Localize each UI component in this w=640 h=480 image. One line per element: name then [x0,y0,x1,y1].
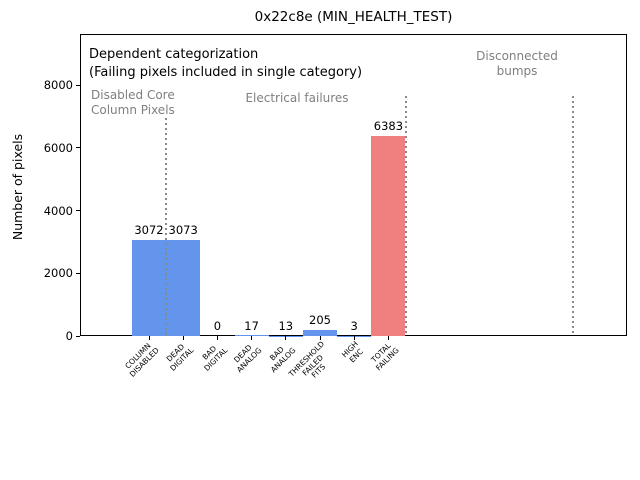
x-tick-mark [285,336,287,340]
x-tick-label: DEAD DIGITAL [164,342,195,373]
bar-value-label: 0 [213,319,222,333]
bar-value-label: 17 [244,318,259,333]
bar-value-label: 3073 [168,222,198,237]
x-tick-label: BAD DIGITAL [200,343,230,373]
y-tick-label: 2000 [43,266,73,281]
region-label-disabled-core: Disabled Core Column Pixels [91,88,175,117]
dependent-categorization-note: Dependent categorization (Failing pixels… [89,47,363,80]
bar [302,329,338,336]
region-label-electrical-failures: Electrical failures [245,91,349,105]
y-tick-label: 4000 [43,203,73,218]
x-tick-mark [182,336,184,340]
y-tick-mark [76,84,80,86]
region-separator-line [572,96,575,336]
y-tick-mark [76,147,80,149]
y-tick-mark [76,272,80,274]
x-tick-label: TOTAL FAILING [369,341,401,373]
y-axis-label: Number of pixels [10,133,25,241]
bar-value-label: 6383 [373,118,404,133]
y-tick-label: 0 [65,329,73,343]
x-tick-mark [251,336,253,340]
y-tick-label: 6000 [43,140,73,155]
plot-frame [80,34,627,336]
bar [166,239,201,336]
bar-value-label: 13 [278,318,294,333]
bar-value-label: 3072 [134,222,164,237]
bar-value-label: 3 [350,318,358,333]
y-tick-label: 8000 [43,78,73,92]
region-separator-line [404,96,407,336]
x-tick-label: DEAD ANALOG [232,342,264,374]
bar-value-label: 205 [309,312,331,327]
x-tick-label: COLUMN DISABLED [123,341,161,379]
x-tick-mark [148,336,150,340]
region-label-disconnected-bumps: Disconnected bumps [476,49,558,78]
x-tick-mark [353,336,355,340]
y-tick-mark [76,210,80,211]
region-separator-line [165,118,168,336]
y-tick-mark [76,335,80,337]
x-tick-mark [387,336,389,340]
x-tick-mark [216,336,218,340]
x-tick-mark [319,336,321,340]
x-tick-label: HIGH ENC [339,339,365,365]
chart-title: 0x22c8e (MIN_HEALTH_TEST) [254,9,453,25]
bar [234,335,269,336]
bar [371,135,406,336]
bar [131,239,167,336]
